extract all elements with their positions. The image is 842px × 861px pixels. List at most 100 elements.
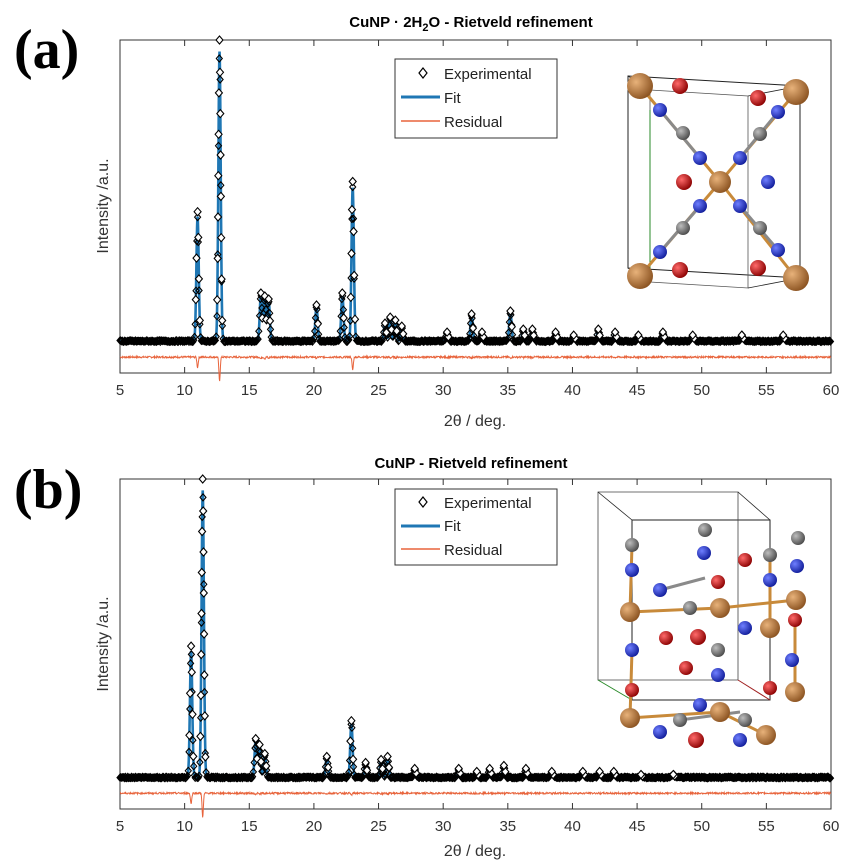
- legend-experimental-label: Experimental: [444, 495, 532, 512]
- experimental-point: [410, 763, 419, 774]
- experimental-point: [189, 751, 198, 762]
- experimental-point: [213, 212, 223, 222]
- panel-a: (a) CuNP · 2H2O - Rietveld refinement 5 1…: [14, 14, 839, 430]
- experimental-point: [636, 769, 646, 780]
- experimental-point: [216, 232, 226, 243]
- panel-b-residual-series: [119, 790, 832, 818]
- panel-a-letter: (a): [14, 19, 79, 81]
- experimental-point: [349, 270, 359, 281]
- experimental-point: [197, 526, 207, 537]
- residual-line: [119, 790, 832, 818]
- experimental-point: [658, 327, 668, 337]
- x-tick-label: 45: [629, 382, 646, 399]
- experimental-point: [348, 754, 358, 765]
- x-tick-label: 30: [435, 818, 452, 835]
- panel-a-residual-series: [119, 354, 832, 382]
- experimental-point: [578, 766, 588, 777]
- experimental-point: [198, 474, 207, 484]
- experimental-point: [197, 608, 206, 619]
- x-tick-label: 20: [306, 382, 323, 399]
- panel-a-x-ticks: 5 10 15 20 25 30 35 40 45 50 55 60: [116, 40, 840, 399]
- experimental-point: [215, 35, 224, 45]
- x-tick-label: 55: [758, 382, 775, 399]
- experimental-point: [196, 690, 206, 701]
- x-tick-label: 30: [435, 382, 452, 399]
- panel-b-xlabel: 2θ / deg.: [444, 843, 506, 860]
- experimental-point: [384, 762, 394, 773]
- experimental-point: [361, 757, 370, 768]
- panel-b-legend: Experimental Fit Residual: [394, 488, 558, 566]
- x-tick-label: 35: [499, 382, 516, 399]
- experimental-point: [477, 327, 487, 337]
- experimental-point: [468, 323, 478, 333]
- x-tick-label: 40: [564, 818, 581, 835]
- experimental-point: [216, 108, 225, 119]
- experimental-point: [499, 760, 509, 771]
- experimental-point: [217, 315, 227, 326]
- panel-b-title: CuNP - Rietveld refinement: [374, 455, 567, 472]
- experimental-point: [551, 327, 560, 337]
- experimental-point: [528, 324, 537, 334]
- experimental-point: [187, 667, 197, 678]
- experimental-point: [348, 176, 357, 187]
- legend-residual-label: Residual: [444, 114, 502, 131]
- x-tick-label: 50: [693, 818, 710, 835]
- panel-a-legend: Experimental Fit Residual: [394, 58, 558, 139]
- experimental-point: [185, 688, 195, 699]
- x-tick-label: 60: [823, 382, 840, 399]
- x-tick-label: 5: [116, 818, 124, 835]
- experimental-point: [312, 300, 321, 310]
- experimental-point: [193, 206, 202, 217]
- experimental-point: [200, 670, 209, 680]
- x-tick-label: 15: [241, 818, 258, 835]
- experimental-point: [521, 763, 531, 774]
- experimental-point: [186, 641, 196, 651]
- experimental-point: [217, 274, 226, 284]
- experimental-point: [519, 324, 528, 334]
- experimental-point: [347, 248, 356, 259]
- experimental-point: [610, 327, 620, 337]
- experimental-point: [196, 731, 205, 742]
- experimental-point: [215, 67, 225, 78]
- experimental-point: [609, 766, 619, 777]
- experimental-point: [214, 170, 223, 181]
- experimental-point: [380, 318, 390, 328]
- experimental-point: [199, 547, 208, 557]
- panel-a-xlabel: 2θ / deg.: [444, 413, 506, 430]
- experimental-point: [214, 88, 224, 98]
- experimental-point: [216, 191, 226, 202]
- experimental-point: [339, 313, 348, 323]
- crystal-structure-inset-b: [597, 491, 806, 748]
- experimental-point: [195, 315, 205, 326]
- panel-b-ylabel: Intensity /a.u.: [95, 596, 112, 691]
- panel-a-title: CuNP · 2H2O - Rietveld refinement: [349, 14, 592, 34]
- experimental-point: [594, 324, 603, 334]
- experimental-point: [191, 294, 201, 305]
- x-tick-label: 5: [116, 382, 124, 399]
- legend-fit-label: Fit: [444, 518, 461, 535]
- experimental-point: [194, 232, 203, 243]
- x-tick-label: 20: [306, 818, 323, 835]
- legend-experimental-marker-icon: [418, 496, 428, 508]
- experimental-point: [507, 321, 517, 332]
- experimental-point: [199, 588, 209, 598]
- experimental-point: [200, 711, 210, 721]
- x-tick-label: 50: [693, 382, 710, 399]
- panel-a-experimental-series: [116, 35, 835, 347]
- experimental-point: [313, 318, 323, 329]
- experimental-point: [197, 567, 207, 578]
- experimental-point: [188, 709, 197, 720]
- x-tick-label: 25: [370, 818, 387, 835]
- experimental-point: [472, 766, 482, 777]
- experimental-point: [261, 761, 271, 771]
- x-tick-label: 40: [564, 382, 581, 399]
- experimental-point: [216, 150, 225, 160]
- experimental-point: [485, 763, 494, 774]
- experimental-point: [634, 330, 643, 340]
- experimental-point: [391, 315, 400, 325]
- experimental-point: [595, 766, 604, 777]
- experimental-point: [265, 316, 275, 326]
- experimental-point: [323, 762, 333, 773]
- x-tick-label: 10: [176, 382, 193, 399]
